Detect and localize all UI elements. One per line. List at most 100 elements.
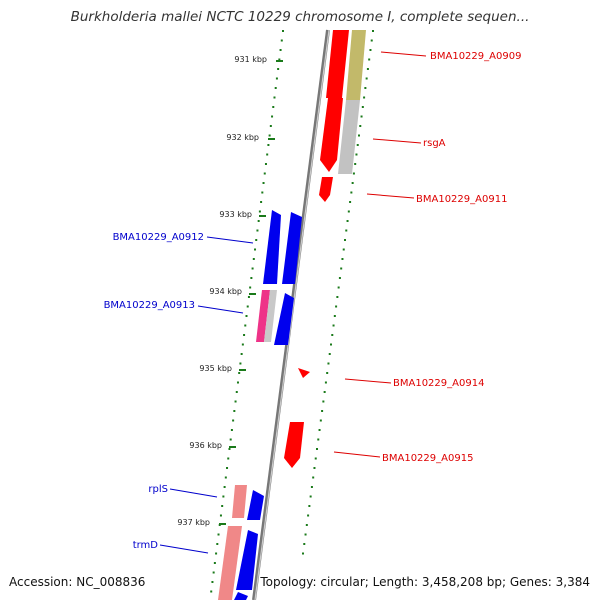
gc-dot (354, 163, 357, 165)
gene-label[interactable]: BMA10229_A0913 (104, 300, 195, 311)
gc-dot (217, 533, 220, 536)
tick-label: 934 kbp (209, 287, 242, 296)
gc-dot (258, 210, 261, 213)
gene-label[interactable]: rplS (148, 484, 168, 495)
gene-labels: BMA10229_A0909 rsgA BMA10229_A0911 BMA10… (104, 51, 522, 551)
forward-cds[interactable] (319, 177, 333, 202)
gc-dot (351, 182, 354, 184)
tick-label: 933 kbp (219, 210, 252, 219)
gc-dot (261, 191, 264, 194)
gc-dot (316, 448, 319, 450)
gc-dot (328, 353, 331, 355)
gc-dot (344, 239, 347, 241)
gc-dot (372, 30, 374, 32)
gc-dot (324, 381, 327, 384)
tick-label: 936 kbp (189, 441, 222, 450)
pink-feature[interactable] (232, 485, 247, 518)
gc-dot (302, 552, 305, 555)
gc-dot (254, 248, 257, 251)
gc-dot (247, 296, 250, 298)
gc-dot (230, 429, 233, 431)
leader-line (197, 305, 244, 314)
label-leaders (159, 51, 427, 554)
gc-dot (352, 172, 355, 175)
gc-dot (364, 87, 367, 89)
gc-dot (238, 372, 241, 374)
gc-dot (345, 229, 348, 232)
gc-dot (312, 476, 315, 479)
gene-label[interactable]: BMA10229_A0915 (382, 453, 473, 464)
reverse-cds[interactable] (236, 530, 258, 590)
gc-dot (215, 552, 218, 555)
gc-dot (239, 362, 242, 365)
leader-line (333, 451, 381, 458)
gc-dot (305, 524, 308, 526)
gc-dot (366, 68, 369, 70)
pink-feature[interactable] (218, 526, 242, 600)
gc-dot (333, 315, 336, 317)
gc-dot (234, 400, 237, 403)
gc-dot (273, 96, 276, 99)
gc-dot (310, 486, 313, 488)
gc-dot (355, 153, 358, 156)
gene-label[interactable]: BMA10229_A0909 (430, 51, 521, 62)
gene-label[interactable]: BMA10229_A0914 (393, 378, 484, 389)
tick-label: 935 kbp (199, 364, 232, 373)
map-title: Burkholderia mallei NCTC 10229 chromosom… (70, 9, 530, 25)
gc-dot (356, 144, 359, 146)
gray-feature[interactable] (338, 100, 360, 174)
olive-feature[interactable] (346, 30, 366, 100)
reverse-cds[interactable] (234, 592, 248, 600)
gc-dot (212, 571, 215, 574)
gc-dot (243, 334, 246, 336)
reverse-cds[interactable] (263, 210, 281, 284)
rna-feature[interactable] (256, 290, 270, 342)
gc-dot (275, 77, 278, 80)
gene-label[interactable]: BMA10229_A0911 (416, 194, 507, 205)
gc-dot (229, 438, 232, 441)
genome-summary: Topology: circular; Length: 3,458,208 bp… (260, 575, 590, 589)
gc-dot (210, 590, 213, 593)
gc-dot (335, 305, 338, 308)
leader-line (372, 138, 422, 144)
gc-dot (341, 258, 344, 260)
gc-dot (317, 438, 320, 441)
gene-label[interactable]: rsgA (423, 138, 446, 149)
gene-label[interactable]: trmD (133, 540, 159, 551)
tick-label: 931 kbp (234, 55, 267, 64)
forward-cds[interactable] (326, 30, 349, 98)
gc-dot (224, 476, 227, 479)
gene-label[interactable]: BMA10229_A0912 (113, 232, 204, 243)
gc-dot (251, 267, 254, 270)
gc-dot (240, 353, 243, 355)
forward-cds[interactable] (320, 98, 343, 172)
gc-dot (256, 229, 259, 232)
gc-dot (322, 400, 325, 403)
gc-dot (232, 419, 235, 422)
gc-dot (307, 514, 310, 517)
gc-dot (252, 258, 255, 260)
reverse-cds[interactable] (247, 490, 264, 520)
gc-dot (308, 505, 311, 507)
gc-dot (244, 324, 247, 327)
gc-dot (319, 419, 322, 422)
forward-cds[interactable] (284, 422, 304, 468)
gray-feature[interactable] (264, 290, 277, 342)
gc-dot (223, 486, 226, 488)
gc-content-track (210, 30, 374, 593)
gc-dot (216, 543, 219, 545)
reverse-cds[interactable] (282, 212, 302, 284)
gc-dot (264, 163, 267, 165)
gc-dot (326, 372, 329, 374)
forward-cds[interactable] (298, 368, 310, 378)
gc-dot (340, 267, 343, 270)
gc-dot (269, 125, 272, 127)
gc-dot (272, 106, 275, 108)
gc-dot (236, 381, 239, 384)
gc-dot (369, 49, 372, 51)
gc-dot (271, 115, 274, 118)
reverse-cds[interactable] (274, 293, 294, 345)
gc-dot (309, 495, 312, 498)
gc-dot (304, 533, 307, 536)
gc-dot (278, 58, 281, 61)
